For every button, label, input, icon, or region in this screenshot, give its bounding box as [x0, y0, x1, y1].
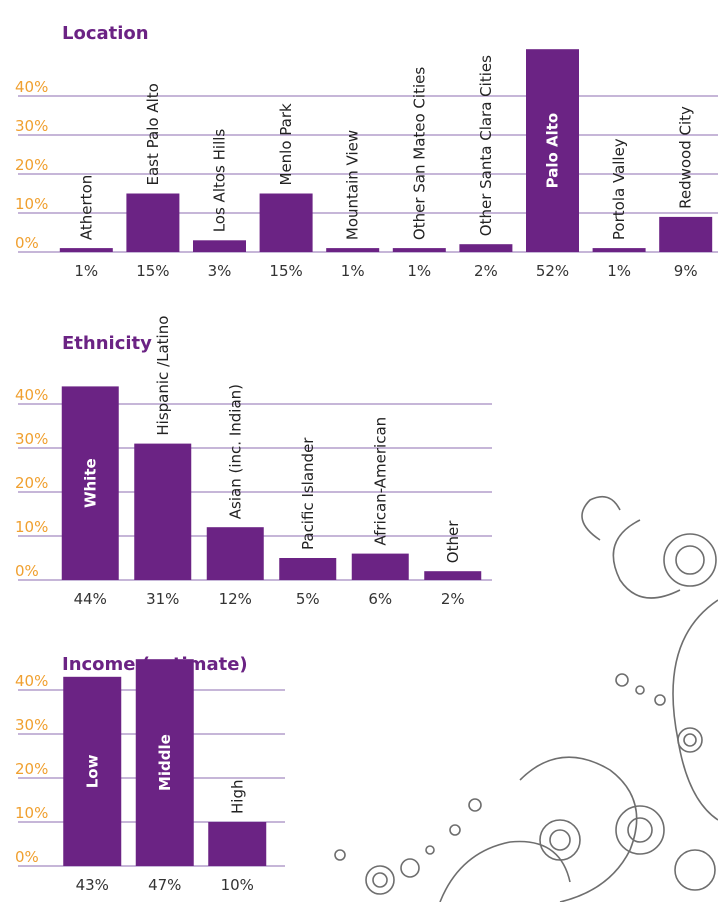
bar [659, 217, 712, 252]
bar [60, 248, 113, 252]
y-tick-label: 40% [15, 672, 48, 690]
value-label: 1% [341, 262, 365, 280]
y-tick-label: 10% [15, 518, 48, 536]
bar [424, 571, 481, 580]
bar [326, 248, 379, 252]
value-label: 12% [219, 590, 252, 608]
bar [134, 444, 191, 580]
bar [352, 554, 409, 580]
value-label: 5% [296, 590, 320, 608]
y-tick-label: 20% [15, 474, 48, 492]
bar [459, 244, 512, 252]
y-tick-label: 30% [15, 716, 48, 734]
y-tick-label: 30% [15, 430, 48, 448]
category-label: Los Altos Hills [211, 129, 229, 233]
bar [279, 558, 336, 580]
y-tick-label: 10% [15, 195, 48, 213]
value-label: 44% [74, 590, 107, 608]
value-label: 15% [136, 262, 169, 280]
category-label: Redwood City [677, 106, 695, 209]
value-label: 2% [441, 590, 465, 608]
y-tick-label: 20% [15, 760, 48, 778]
category-label: Low [83, 754, 101, 788]
category-label: Other Santa Clara Cities [477, 55, 495, 236]
chart-title: Ethnicity [62, 333, 152, 354]
category-label: Pacific Islander [299, 437, 317, 550]
bar-chart: Ethnicity 0% 10% 20% 30% 40% 44% White 31% Hispan… [15, 316, 492, 608]
chart-title: Location [62, 23, 149, 44]
y-tick-label: 40% [15, 386, 48, 404]
category-label: Middle [156, 734, 174, 791]
bar [393, 248, 446, 252]
value-label: 1% [607, 262, 631, 280]
value-label: 1% [74, 262, 98, 280]
value-label: 31% [146, 590, 179, 608]
bar-chart: Income (estimate)0%10%20%30%40%43%Low47%… [15, 654, 285, 894]
bar [260, 194, 313, 253]
y-tick-label: 0% [15, 848, 39, 866]
bar-chart: Location 0% 10% 20% 30% 40% 1% Atherton 15% East … [15, 23, 718, 280]
category-label: Other San Mateo Cities [410, 67, 428, 240]
category-label: Other [444, 520, 462, 563]
y-tick-label: 30% [15, 117, 48, 135]
bar [593, 248, 646, 252]
category-label: Menlo Park [277, 103, 295, 186]
bar [193, 240, 246, 252]
value-label: 6% [368, 590, 392, 608]
category-label: African-American [371, 417, 389, 546]
category-label: Atherton [77, 175, 95, 240]
category-label: Asian (inc. Indian) [226, 384, 244, 519]
category-label: Palo Alto [544, 113, 562, 189]
category-label: Hispanic /Latino [154, 316, 172, 436]
value-label: 3% [208, 262, 232, 280]
value-label: 52% [536, 262, 569, 280]
y-tick-label: 10% [15, 804, 48, 822]
category-label: High [228, 780, 246, 814]
y-tick-label: 0% [15, 562, 39, 580]
bar [207, 527, 264, 580]
y-tick-label: 20% [15, 156, 48, 174]
value-label: 10% [221, 876, 254, 894]
category-label: East Palo Alto [144, 83, 162, 185]
category-label: Portola Valley [610, 138, 628, 240]
bar [208, 822, 266, 866]
y-tick-label: 40% [15, 78, 48, 96]
value-label: 47% [148, 876, 181, 894]
value-label: 15% [269, 262, 302, 280]
value-label: 9% [674, 262, 698, 280]
bar [126, 194, 179, 253]
category-label: White [81, 458, 99, 508]
infographic: Location 0% 10% 20% 30% 40% 1% Atherton 15% East … [0, 0, 718, 902]
category-label: Mountain View [344, 130, 362, 240]
value-label: 43% [76, 876, 109, 894]
value-label: 2% [474, 262, 498, 280]
value-label: 1% [407, 262, 431, 280]
y-tick-label: 0% [15, 234, 39, 252]
